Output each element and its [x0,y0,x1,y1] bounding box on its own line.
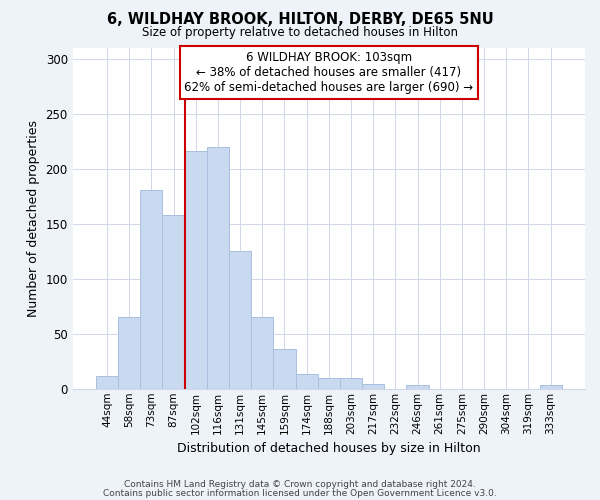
X-axis label: Distribution of detached houses by size in Hilton: Distribution of detached houses by size … [177,442,481,455]
Text: 6 WILDHAY BROOK: 103sqm
← 38% of detached houses are smaller (417)
62% of semi-d: 6 WILDHAY BROOK: 103sqm ← 38% of detache… [184,51,473,94]
Bar [140,190,163,389]
Bar [185,151,207,389]
Bar [296,374,318,389]
Text: 6, WILDHAY BROOK, HILTON, DERBY, DE65 5NU: 6, WILDHAY BROOK, HILTON, DERBY, DE65 5N… [107,12,493,28]
Bar [274,349,296,389]
Bar [318,378,340,389]
Bar [406,386,428,389]
Text: Size of property relative to detached houses in Hilton: Size of property relative to detached ho… [142,26,458,39]
Bar [229,251,251,389]
Bar [362,384,384,389]
Y-axis label: Number of detached properties: Number of detached properties [27,120,40,316]
Bar [207,146,229,389]
Bar [251,317,274,389]
Bar [163,215,185,389]
Text: Contains public sector information licensed under the Open Government Licence v3: Contains public sector information licen… [103,490,497,498]
Bar [539,386,562,389]
Text: Contains HM Land Registry data © Crown copyright and database right 2024.: Contains HM Land Registry data © Crown c… [124,480,476,489]
Bar [96,376,118,389]
Bar [340,378,362,389]
Bar [118,317,140,389]
